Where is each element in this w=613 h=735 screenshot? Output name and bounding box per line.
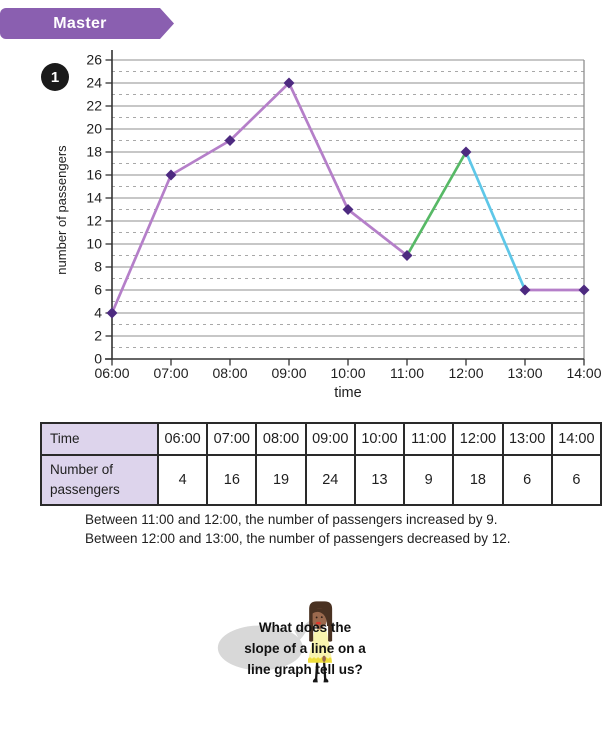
time-cell: 08:00 xyxy=(255,422,307,456)
data-point xyxy=(460,146,472,158)
line-segment xyxy=(405,150,468,257)
line-segment xyxy=(346,208,409,257)
speech-bubble-text: What does the slope of a line on a line … xyxy=(234,617,376,680)
y-tick-label: 16 xyxy=(86,167,102,183)
line-segment xyxy=(287,81,350,211)
y-tick-label: 26 xyxy=(86,52,102,68)
master-ribbon: Master xyxy=(0,8,174,39)
passenger-cell: 6 xyxy=(501,454,553,506)
note-line-1: Between 11:00 and 12:00, the number of p… xyxy=(85,512,498,527)
character-figure xyxy=(217,601,333,683)
data-point xyxy=(165,169,177,181)
row-header-time: Time xyxy=(40,422,159,456)
time-cell: 13:00 xyxy=(501,422,553,456)
time-cell: 11:00 xyxy=(403,422,455,456)
time-cell: 09:00 xyxy=(304,422,356,456)
bubble-line-1: What does the xyxy=(258,620,352,635)
line-segment xyxy=(110,173,173,315)
time-cell: 14:00 xyxy=(550,422,603,456)
passenger-cell: 16 xyxy=(206,454,258,506)
notes: Between 11:00 and 12:00, the number of p… xyxy=(85,511,511,548)
passenger-cell: 4 xyxy=(156,454,209,506)
time-cell: 10:00 xyxy=(353,422,406,456)
left-leg xyxy=(314,661,319,681)
note-line-2: Between 12:00 and 13:00, the number of p… xyxy=(85,530,511,546)
y-tick-label: 12 xyxy=(86,213,102,229)
y-tick-label: 14 xyxy=(86,190,102,206)
y-tick-label: 8 xyxy=(94,259,102,275)
line-segment xyxy=(169,139,232,177)
neck xyxy=(317,624,322,631)
right-eye xyxy=(320,616,323,619)
master-ribbon-label: Master xyxy=(53,14,107,32)
bubble-line-2: slope of a line on a xyxy=(244,641,366,656)
data-point xyxy=(401,250,413,261)
y-tick-label: 2 xyxy=(94,328,102,344)
speech-bubble xyxy=(217,620,311,671)
x-axis-label: time xyxy=(334,385,361,401)
data-point xyxy=(106,307,118,319)
passenger-cell: 18 xyxy=(452,454,504,506)
x-tick-label: 07:00 xyxy=(153,365,188,381)
time-cell: 07:00 xyxy=(206,422,258,456)
hand xyxy=(322,655,326,662)
time-cell: 06:00 xyxy=(156,422,209,456)
y-tick-label: 6 xyxy=(94,282,102,298)
y-axis-label: number of passengers xyxy=(54,145,69,275)
x-tick-label: 13:00 xyxy=(507,365,542,381)
row-header-passengers: Number of passengers xyxy=(40,454,159,506)
time-cell: 12:00 xyxy=(452,422,504,456)
bubble-line-3: line graph tell us? xyxy=(247,662,363,677)
line-segment xyxy=(228,81,291,142)
line-segment xyxy=(464,150,527,292)
passenger-data-table: Time 06:00 07:00 08:00 09:00 10:00 11:00 12:00 1… xyxy=(40,422,603,506)
x-tick-label: 11:00 xyxy=(390,365,424,381)
girl-character xyxy=(308,601,333,683)
hair-fringe xyxy=(310,608,331,627)
dress-trim xyxy=(308,657,333,663)
passenger-cell: 19 xyxy=(255,454,307,506)
y-tick-label: 0 xyxy=(94,351,102,367)
table-row-passengers: Number of passengers 4 16 19 24 13 9 18 6 6 xyxy=(40,454,603,506)
passenger-cell: 24 xyxy=(304,454,356,506)
dress xyxy=(308,629,333,661)
lips xyxy=(315,621,321,625)
data-point xyxy=(283,77,295,89)
data-point xyxy=(342,204,354,215)
y-tick-label: 20 xyxy=(86,121,102,137)
y-tick-label: 24 xyxy=(86,75,102,91)
passenger-cell: 13 xyxy=(353,454,406,506)
y-tick-label: 18 xyxy=(86,144,102,160)
left-eye xyxy=(315,616,318,619)
x-tick-label: 09:00 xyxy=(271,365,306,381)
x-tick-label: 06:00 xyxy=(94,365,129,381)
y-tick-label: 10 xyxy=(86,236,102,252)
x-tick-label: 14:00 xyxy=(566,365,601,381)
left-foot xyxy=(312,678,318,683)
data-point xyxy=(224,135,236,146)
x-tick-label: 12:00 xyxy=(448,365,483,381)
passenger-cell: 9 xyxy=(403,454,455,506)
table-row-time: Time 06:00 07:00 08:00 09:00 10:00 11:00 12:00 1… xyxy=(40,422,603,456)
data-point xyxy=(578,284,590,296)
question-number-badge: 1 xyxy=(41,63,69,91)
x-tick-label: 10:00 xyxy=(330,365,365,381)
y-tick-label: 22 xyxy=(86,98,102,114)
passenger-cell: 6 xyxy=(550,454,603,506)
right-foot xyxy=(323,678,329,683)
x-tick-label: 08:00 xyxy=(212,365,247,381)
data-point xyxy=(519,284,531,296)
y-tick-label: 4 xyxy=(94,305,102,321)
question-number: 1 xyxy=(50,68,60,86)
